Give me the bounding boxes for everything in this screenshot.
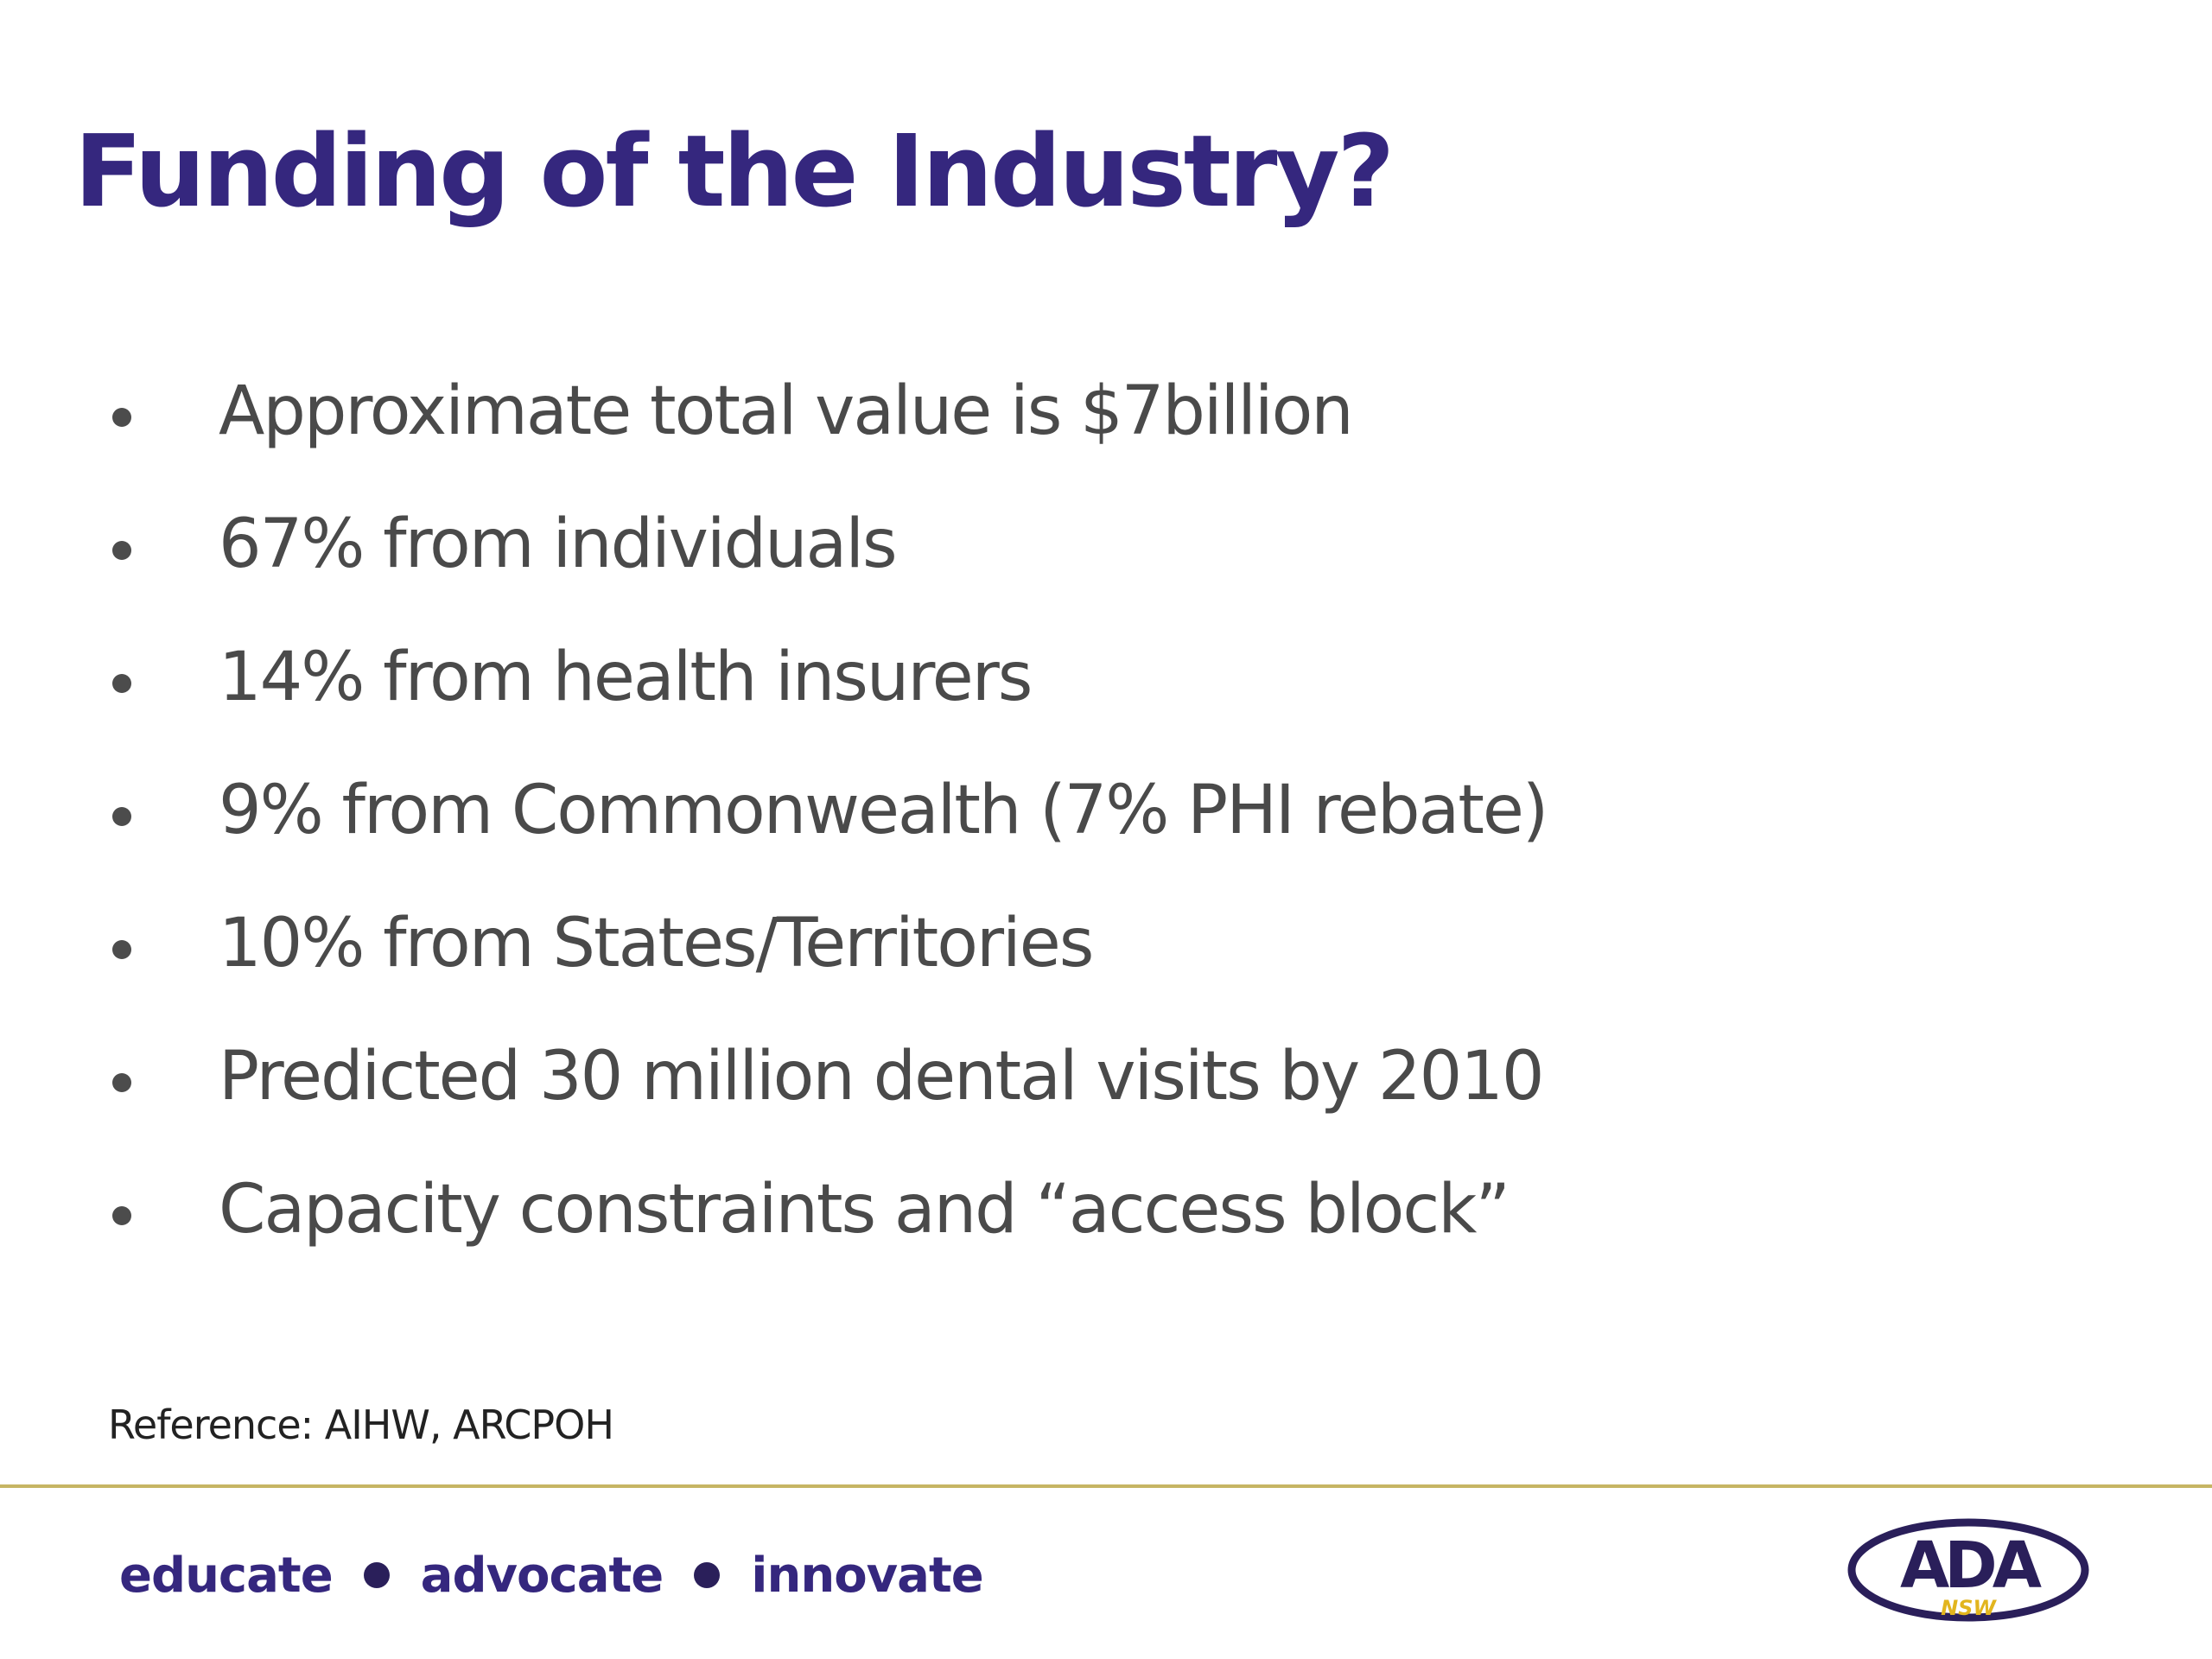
bullet-dot-icon [112, 541, 131, 560]
bullet-dot-icon [112, 1073, 131, 1092]
bullet-dot-icon [112, 807, 131, 826]
tagline-word: educate [119, 1547, 334, 1604]
bullet-item: 10% from States/Territories [0, 887, 1728, 1007]
bullet-separator-icon [363, 1562, 390, 1588]
bullet-item: 67% from individuals [0, 487, 1728, 608]
footer-tagline: educate advocate innovate [119, 1545, 984, 1605]
bullet-text: 10% from States/Territories [219, 905, 1094, 982]
bullet-item: Capacity constraints and “access block” [0, 1153, 1728, 1274]
tagline-word: innovate [751, 1547, 983, 1604]
logo-ellipse [1847, 1518, 2089, 1622]
bullet-item: 9% from Commonwealth (7% PHI rebate) [0, 753, 1728, 874]
ada-nsw-logo: ADA NSW [1847, 1518, 2089, 1622]
bullet-item: Predicted 30 million dental visits by 20… [0, 1020, 1728, 1141]
bullet-text: 9% from Commonwealth (7% PHI rebate) [219, 772, 1548, 849]
bullet-separator-icon [694, 1562, 721, 1588]
slide-title: Funding of the Industry? [74, 114, 1395, 230]
bullet-text: Approximate total value is $7billion [219, 372, 1354, 450]
footer-divider [0, 1484, 2212, 1488]
tagline-word: advocate [420, 1547, 664, 1604]
bullet-dot-icon [112, 1206, 131, 1225]
bullet-text: Predicted 30 million dental visits by 20… [219, 1038, 1545, 1116]
logo-subtext: NSW [1941, 1596, 1997, 1620]
bullet-dot-icon [112, 940, 131, 959]
reference-note: Reference: AIHW, ARCPOH [108, 1402, 614, 1448]
logo-text: ADA [1900, 1529, 2042, 1603]
bullet-dot-icon [112, 408, 131, 427]
bullet-text: 14% from health insurers [219, 639, 1033, 716]
bullet-item: 14% from health insurers [0, 620, 1728, 741]
bullet-dot-icon [112, 674, 131, 693]
bullet-text: Capacity constraints and “access block” [219, 1171, 1510, 1249]
bullet-item: Approximate total value is $7billion [0, 354, 1728, 475]
bullet-text: 67% from individuals [219, 505, 898, 583]
